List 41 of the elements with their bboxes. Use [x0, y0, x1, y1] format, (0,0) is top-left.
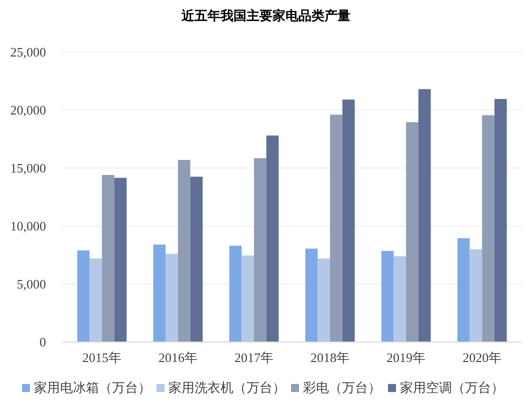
- y-tick-label: 20,000: [10, 102, 46, 118]
- y-tick-label: 5,000: [16, 276, 46, 292]
- y-tick-label: 0: [40, 334, 46, 350]
- x-tick-label: 2018年: [310, 350, 350, 365]
- y-tick-label: 25,000: [10, 44, 46, 60]
- bar: [266, 136, 279, 342]
- bar: [305, 248, 318, 342]
- bar: [482, 115, 494, 342]
- y-tick-label: 10,000: [10, 218, 46, 234]
- bar: [229, 246, 242, 342]
- bar: [190, 176, 203, 342]
- bar: [457, 238, 470, 342]
- bar: [494, 98, 507, 342]
- legend-label: 彩电（万台）: [303, 380, 381, 395]
- x-tick-label: 2016年: [158, 350, 198, 365]
- bar: [381, 250, 394, 342]
- bar: [342, 100, 355, 342]
- bar: [102, 174, 114, 342]
- bar: [394, 256, 406, 342]
- bar: [418, 89, 431, 342]
- x-tick-label: 2017年: [234, 350, 274, 365]
- bar: [166, 254, 178, 342]
- x-tick-label: 2019年: [386, 350, 426, 365]
- bar: [318, 258, 330, 342]
- bar: [406, 122, 418, 342]
- bar: [178, 160, 190, 342]
- x-tick-label: 2020年: [462, 350, 502, 365]
- bar: [114, 178, 127, 342]
- bar: [90, 258, 102, 342]
- legend-label: 家用空调（万台）: [400, 380, 504, 395]
- bar: [77, 250, 90, 342]
- bar: [153, 244, 166, 342]
- x-tick-label: 2015年: [82, 350, 122, 365]
- y-tick-label: 15,000: [10, 160, 46, 176]
- legend-label: 家用洗衣机（万台）: [168, 380, 286, 395]
- chart-title: 近五年我国主要家电品类产量: [180, 8, 350, 23]
- bar: [254, 158, 266, 342]
- bar: [330, 114, 342, 342]
- legend-label: 家用电冰箱（万台）: [34, 380, 151, 395]
- bar: [242, 256, 254, 342]
- bar: [470, 249, 482, 342]
